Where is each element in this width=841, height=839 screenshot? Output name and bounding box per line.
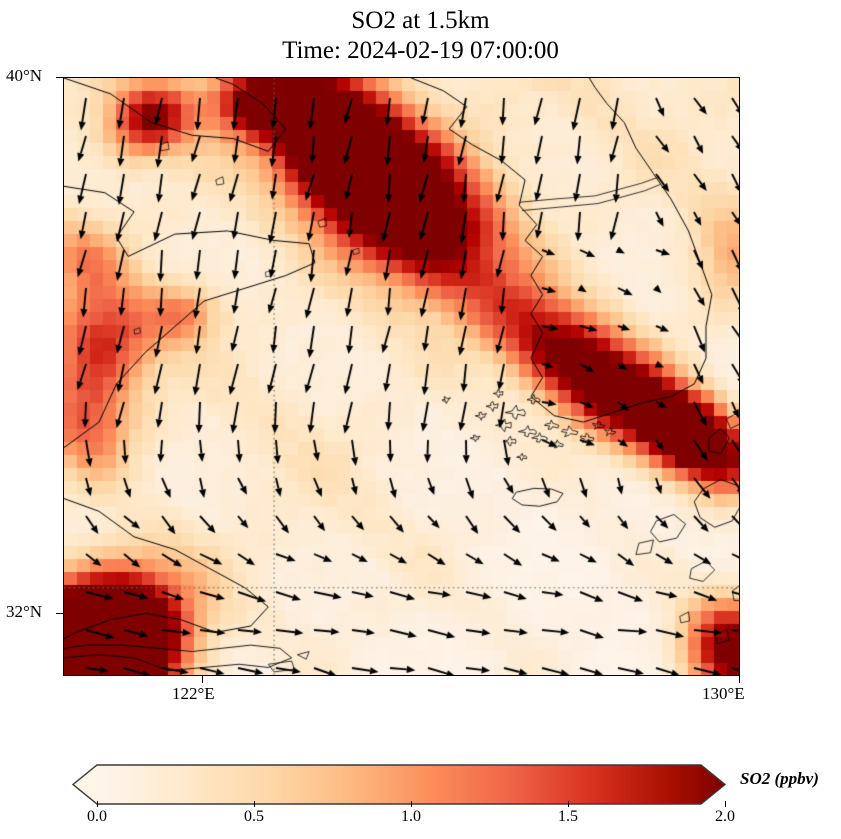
colorbar-tick-mark-2 xyxy=(411,801,412,807)
colorbar-tick-mark-3 xyxy=(568,801,569,807)
axis-label-lon-122: 122°E xyxy=(172,684,215,703)
colorbar-unit-label: SO2 (ppbv) xyxy=(740,769,819,788)
colorbar-tick-mark-0 xyxy=(97,801,98,807)
axis-label-lon-130: 130°E xyxy=(702,684,745,703)
colorbar-tick-label-2: 1.0 xyxy=(401,808,421,825)
colorbar-tick-label-1: 0.5 xyxy=(244,808,264,825)
tick-mark-lat-32 xyxy=(56,613,63,614)
colorbar-gradient xyxy=(72,764,726,805)
title-line-time: Time: 2024-02-19 07:00:00 xyxy=(282,36,559,64)
colorbar-tick-mark-1 xyxy=(254,801,255,807)
tick-mark-lon-130 xyxy=(739,676,740,683)
figure-title: SO2 at 1.5km Time: 2024-02-19 07:00:00 xyxy=(0,6,841,65)
axis-label-lat-32: 32°N xyxy=(6,602,43,621)
coastline-and-wind-overlay xyxy=(64,78,739,675)
map-plot-area[interactable] xyxy=(63,77,740,676)
colorbar-tick-mark-4 xyxy=(725,801,726,807)
tick-mark-lon-122 xyxy=(202,676,203,683)
title-line-variable: SO2 at 1.5km xyxy=(351,7,490,34)
tick-mark-lat-40 xyxy=(56,77,63,78)
colorbar-tick-label-3: 1.5 xyxy=(558,808,578,825)
axis-label-lat-40: 40°N xyxy=(6,66,43,85)
colorbar-tick-label-4: 2.0 xyxy=(715,808,735,825)
colorbar[interactable] xyxy=(72,763,726,806)
colorbar-tick-label-0: 0.0 xyxy=(87,808,107,825)
